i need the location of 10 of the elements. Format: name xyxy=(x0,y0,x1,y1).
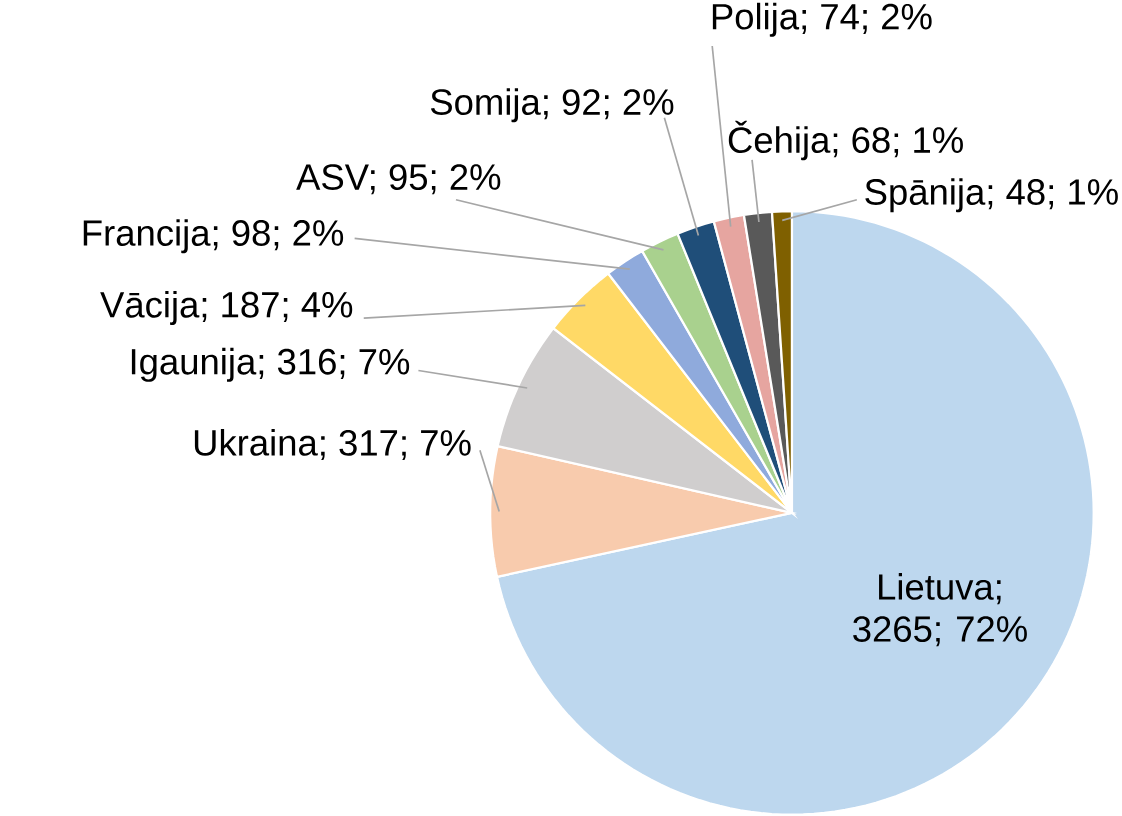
slice-label: Somija; 92; 2% xyxy=(430,88,674,123)
slice-label: Lietuva; 3265; 72% xyxy=(853,573,1027,647)
slice-label: Igaunija; 316; 7% xyxy=(131,347,410,382)
slice-label: ASV; 95; 2% xyxy=(296,164,501,195)
slice-label: Francija; 98; 2% xyxy=(83,219,344,254)
slice-label: Vācija; 187; 4% xyxy=(100,290,353,326)
slice-label: Polija; 74; 2% xyxy=(712,2,932,37)
slice-label: Čehija; 68; 1% xyxy=(728,120,963,161)
slice-label: Spānija; 48; 1% xyxy=(865,178,1118,213)
slice-label: Ukraina; 317; 7% xyxy=(194,429,471,461)
